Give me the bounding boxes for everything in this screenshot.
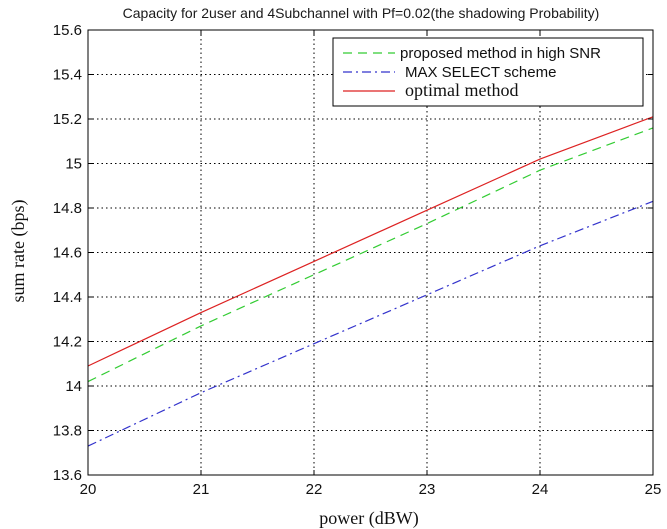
y-tick-label: 13.8 [53, 423, 82, 440]
series-line [87, 200, 654, 447]
x-tick-label: 23 [419, 481, 436, 498]
y-tick-label: 13.6 [53, 467, 82, 484]
legend-label: proposed method in high SNR [400, 45, 601, 62]
y-tick-label: 14.6 [53, 245, 82, 262]
x-tick-label: 25 [645, 481, 662, 498]
x-tick-label: 20 [80, 481, 97, 498]
y-tick-labels: 13.6 13.8 14 14.2 14.4 14.6 14.8 15 15.2 15.4 15.6 [53, 22, 82, 484]
x-tick-label: 22 [306, 481, 323, 498]
chart-title: Capacity for 2user and 4Subchannel with … [123, 5, 600, 21]
series-line [87, 116, 654, 367]
x-axis-label: power (dBW) [319, 508, 418, 529]
x-tick-label: 24 [532, 481, 549, 498]
plot-frame [87, 29, 654, 476]
x-tick-label: 21 [193, 481, 210, 498]
y-tick-label: 15.2 [53, 111, 82, 128]
y-tick-label: 14 [65, 378, 82, 395]
axes [87, 29, 654, 476]
y-tick-label: 14.2 [53, 334, 82, 351]
y-tick-label: 14.8 [53, 200, 82, 217]
y-tick-label: 14.4 [53, 289, 82, 306]
y-tick-label: 15 [65, 156, 82, 173]
y-tick-label: 15.6 [53, 22, 82, 39]
legend-label: MAX SELECT scheme [405, 64, 556, 81]
x-tick-labels: 20 21 22 23 24 25 [80, 481, 662, 498]
y-axis-label: sum rate (bps) [8, 200, 29, 303]
legend: proposed method in high SNR MAX SELECT sc… [332, 37, 644, 107]
series-layer [87, 116, 654, 447]
legend-label: optimal method [405, 80, 518, 100]
y-tick-label: 15.4 [53, 67, 82, 84]
